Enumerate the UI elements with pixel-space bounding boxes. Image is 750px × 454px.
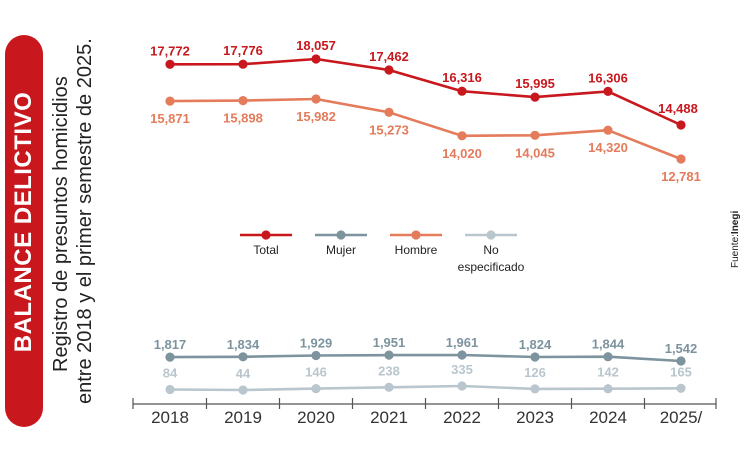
data-point-no-especificado xyxy=(603,384,613,394)
series-line-mujer xyxy=(169,353,682,363)
data-label-hombre: 15,982 xyxy=(296,109,336,124)
data-point-no-especificado xyxy=(384,382,394,392)
data-point-total xyxy=(384,65,394,75)
series-line-no-especificado xyxy=(169,384,682,392)
data-point-mujer xyxy=(238,352,248,362)
data-point-mujer xyxy=(384,350,394,360)
data-label-no-especificado: 238 xyxy=(378,363,400,378)
legend-marker-total xyxy=(261,230,271,240)
data-point-no-especificado xyxy=(238,385,248,395)
data-point-total xyxy=(676,120,686,130)
data-point-mujer xyxy=(676,356,686,366)
data-label-mujer: 1,929 xyxy=(300,336,333,351)
data-label-hombre: 15,871 xyxy=(150,111,190,126)
data-point-total xyxy=(530,92,540,102)
data-label-hombre: 14,020 xyxy=(442,146,482,161)
data-label-total: 17,776 xyxy=(223,43,263,58)
data-label-mujer: 1,844 xyxy=(592,337,625,352)
data-point-hombre xyxy=(311,94,321,104)
data-label-no-especificado: 44 xyxy=(236,366,251,381)
data-label-no-especificado: 142 xyxy=(597,365,619,380)
series-line-total xyxy=(169,57,682,127)
x-tick-label: 2022 xyxy=(443,408,481,427)
data-point-total xyxy=(238,59,248,69)
legend-label-total: Total xyxy=(253,243,278,257)
data-point-total xyxy=(165,59,175,69)
data-point-mujer xyxy=(165,352,175,362)
title-banner xyxy=(5,35,43,427)
data-label-mujer: 1,834 xyxy=(227,337,260,352)
series-line-hombre xyxy=(169,97,682,161)
data-point-no-especificado xyxy=(457,381,467,391)
legend-label-no-especificado: No xyxy=(483,243,499,257)
legend-label-hombre: Hombre xyxy=(395,243,438,257)
data-point-mujer xyxy=(457,350,467,360)
data-label-mujer: 1,817 xyxy=(154,337,187,352)
data-label-hombre: 12,781 xyxy=(661,169,701,184)
data-point-hombre xyxy=(238,96,248,106)
data-label-no-especificado: 165 xyxy=(670,364,692,379)
data-label-hombre: 14,320 xyxy=(588,140,628,155)
data-label-no-especificado: 84 xyxy=(163,366,178,381)
data-label-hombre: 14,045 xyxy=(515,145,555,160)
data-point-mujer xyxy=(603,352,613,362)
data-label-total: 16,316 xyxy=(442,70,482,85)
data-label-mujer: 1,951 xyxy=(373,335,406,350)
data-label-no-especificado: 335 xyxy=(451,362,473,377)
legend-marker-no-especificado xyxy=(486,230,496,240)
x-tick-label: 2018 xyxy=(151,408,189,427)
data-label-mujer: 1,542 xyxy=(665,341,698,356)
legend-marker-mujer xyxy=(336,230,346,240)
data-point-hombre xyxy=(603,125,613,135)
data-label-hombre: 15,898 xyxy=(223,111,263,126)
legend-label-mujer: Mujer xyxy=(326,243,356,257)
x-tick-label: 2021 xyxy=(370,408,408,427)
x-tick-label: 2023 xyxy=(516,408,554,427)
data-point-hombre xyxy=(457,131,467,141)
data-label-hombre: 15,273 xyxy=(369,122,409,137)
data-label-mujer: 1,961 xyxy=(446,335,479,350)
data-point-mujer xyxy=(530,352,540,362)
x-tick-label: 2020 xyxy=(297,408,335,427)
data-label-total: 16,306 xyxy=(588,70,628,85)
data-point-total xyxy=(603,86,613,96)
x-tick-label: 2019 xyxy=(224,408,262,427)
data-point-mujer xyxy=(311,350,321,361)
data-point-no-especificado xyxy=(676,383,686,393)
data-label-total: 15,995 xyxy=(515,76,555,91)
data-point-no-especificado xyxy=(165,384,175,395)
data-point-hombre xyxy=(530,130,540,140)
data-point-total xyxy=(311,54,321,64)
data-point-total xyxy=(457,86,467,96)
data-label-mujer: 1,824 xyxy=(519,337,552,352)
data-label-no-especificado: 146 xyxy=(305,365,327,380)
data-label-total: 14,488 xyxy=(658,101,698,116)
data-point-hombre xyxy=(384,107,394,117)
x-tick-label: 2024 xyxy=(589,408,627,427)
legend-label-no-especificado: especificado xyxy=(458,260,525,274)
legend-marker-hombre xyxy=(411,230,421,240)
data-point-no-especificado xyxy=(530,384,540,394)
x-tick-label: 2025/ xyxy=(660,408,703,427)
data-label-total: 17,772 xyxy=(150,43,190,58)
data-label-total: 17,462 xyxy=(369,49,409,64)
data-point-no-especificado xyxy=(311,384,321,394)
data-label-no-especificado: 126 xyxy=(524,365,546,380)
data-point-hombre xyxy=(676,154,686,164)
data-label-total: 18,057 xyxy=(296,38,336,53)
data-point-hombre xyxy=(165,96,175,106)
